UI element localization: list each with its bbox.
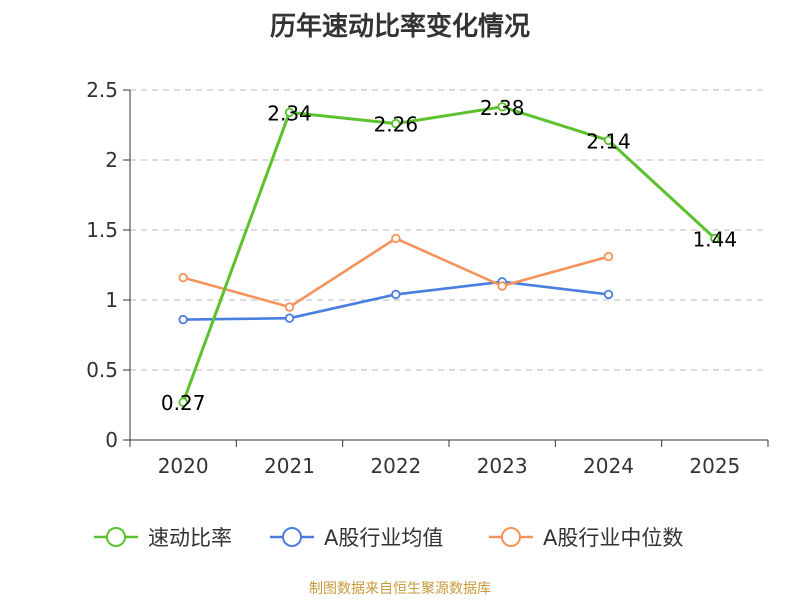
data-point[interactable]: [391, 289, 401, 300]
data-point[interactable]: [497, 281, 507, 291]
x-tick-label: 2020: [158, 454, 209, 478]
y-tick-label: 1.5: [86, 218, 118, 242]
legend-item-0[interactable]: 速动比率: [94, 526, 232, 550]
data-label: 2.14: [586, 129, 631, 153]
x-tick-label: 2023: [477, 454, 528, 478]
chart-title: 历年速动比率变化情况: [269, 12, 530, 42]
series-line-0: [181, 105, 716, 403]
x-tick-label: 2024: [583, 454, 634, 478]
axes: 0 0.5 1 1.5 2 2.5 2020 2021 2022 2023 2024 2025: [86, 78, 769, 478]
legend-label: 速动比率: [148, 526, 232, 550]
data-point[interactable]: [284, 107, 295, 118]
series-layer: [178, 102, 720, 407]
legend[interactable]: 速动比率 A股行业均值 A股行业中位数: [94, 526, 683, 550]
x-tick-label: 2022: [370, 454, 421, 478]
y-tick-label: 1: [105, 288, 118, 312]
legend-label: A股行业均值: [324, 526, 443, 550]
data-point[interactable]: [497, 102, 507, 112]
data-point[interactable]: [603, 289, 614, 300]
data-point[interactable]: [284, 302, 295, 312]
data-point[interactable]: [284, 313, 295, 323]
data-point[interactable]: [178, 314, 188, 325]
x-tick-label: 2021: [264, 454, 315, 478]
legend-marker: [106, 527, 126, 547]
data-label: 1.44: [693, 227, 738, 251]
grid-lines: [130, 89, 768, 371]
y-tick-label: 0.5: [86, 358, 118, 382]
y-tick-label: 2: [105, 148, 118, 172]
legend-label: A股行业中位数: [543, 526, 683, 550]
legend-marker: [501, 527, 521, 547]
data-point[interactable]: [603, 251, 614, 262]
y-tick-label: 0: [105, 428, 118, 452]
data-labels: 0.27 2.34 2.26 2.38 2.14 1.44: [161, 96, 737, 415]
source-note: 制图数据来自恒生聚源数据库: [309, 581, 491, 597]
data-point[interactable]: [603, 135, 614, 146]
data-label: 2.34: [267, 101, 312, 125]
data-point[interactable]: [391, 233, 401, 244]
series-line-1: [183, 280, 609, 321]
legend-item-2[interactable]: A股行业中位数: [489, 526, 683, 550]
legend-item-1[interactable]: A股行业均值: [270, 526, 443, 550]
data-label: 2.38: [480, 96, 525, 120]
data-point[interactable]: [178, 272, 188, 283]
y-tick-label: 2.5: [86, 78, 118, 102]
data-point[interactable]: [710, 233, 720, 244]
data-label: 2.26: [374, 113, 419, 137]
x-tick-label: 2025: [689, 454, 740, 478]
data-label: 0.27: [161, 391, 206, 415]
data-point[interactable]: [178, 397, 188, 407]
legend-marker: [282, 527, 302, 547]
data-point[interactable]: [391, 118, 401, 129]
